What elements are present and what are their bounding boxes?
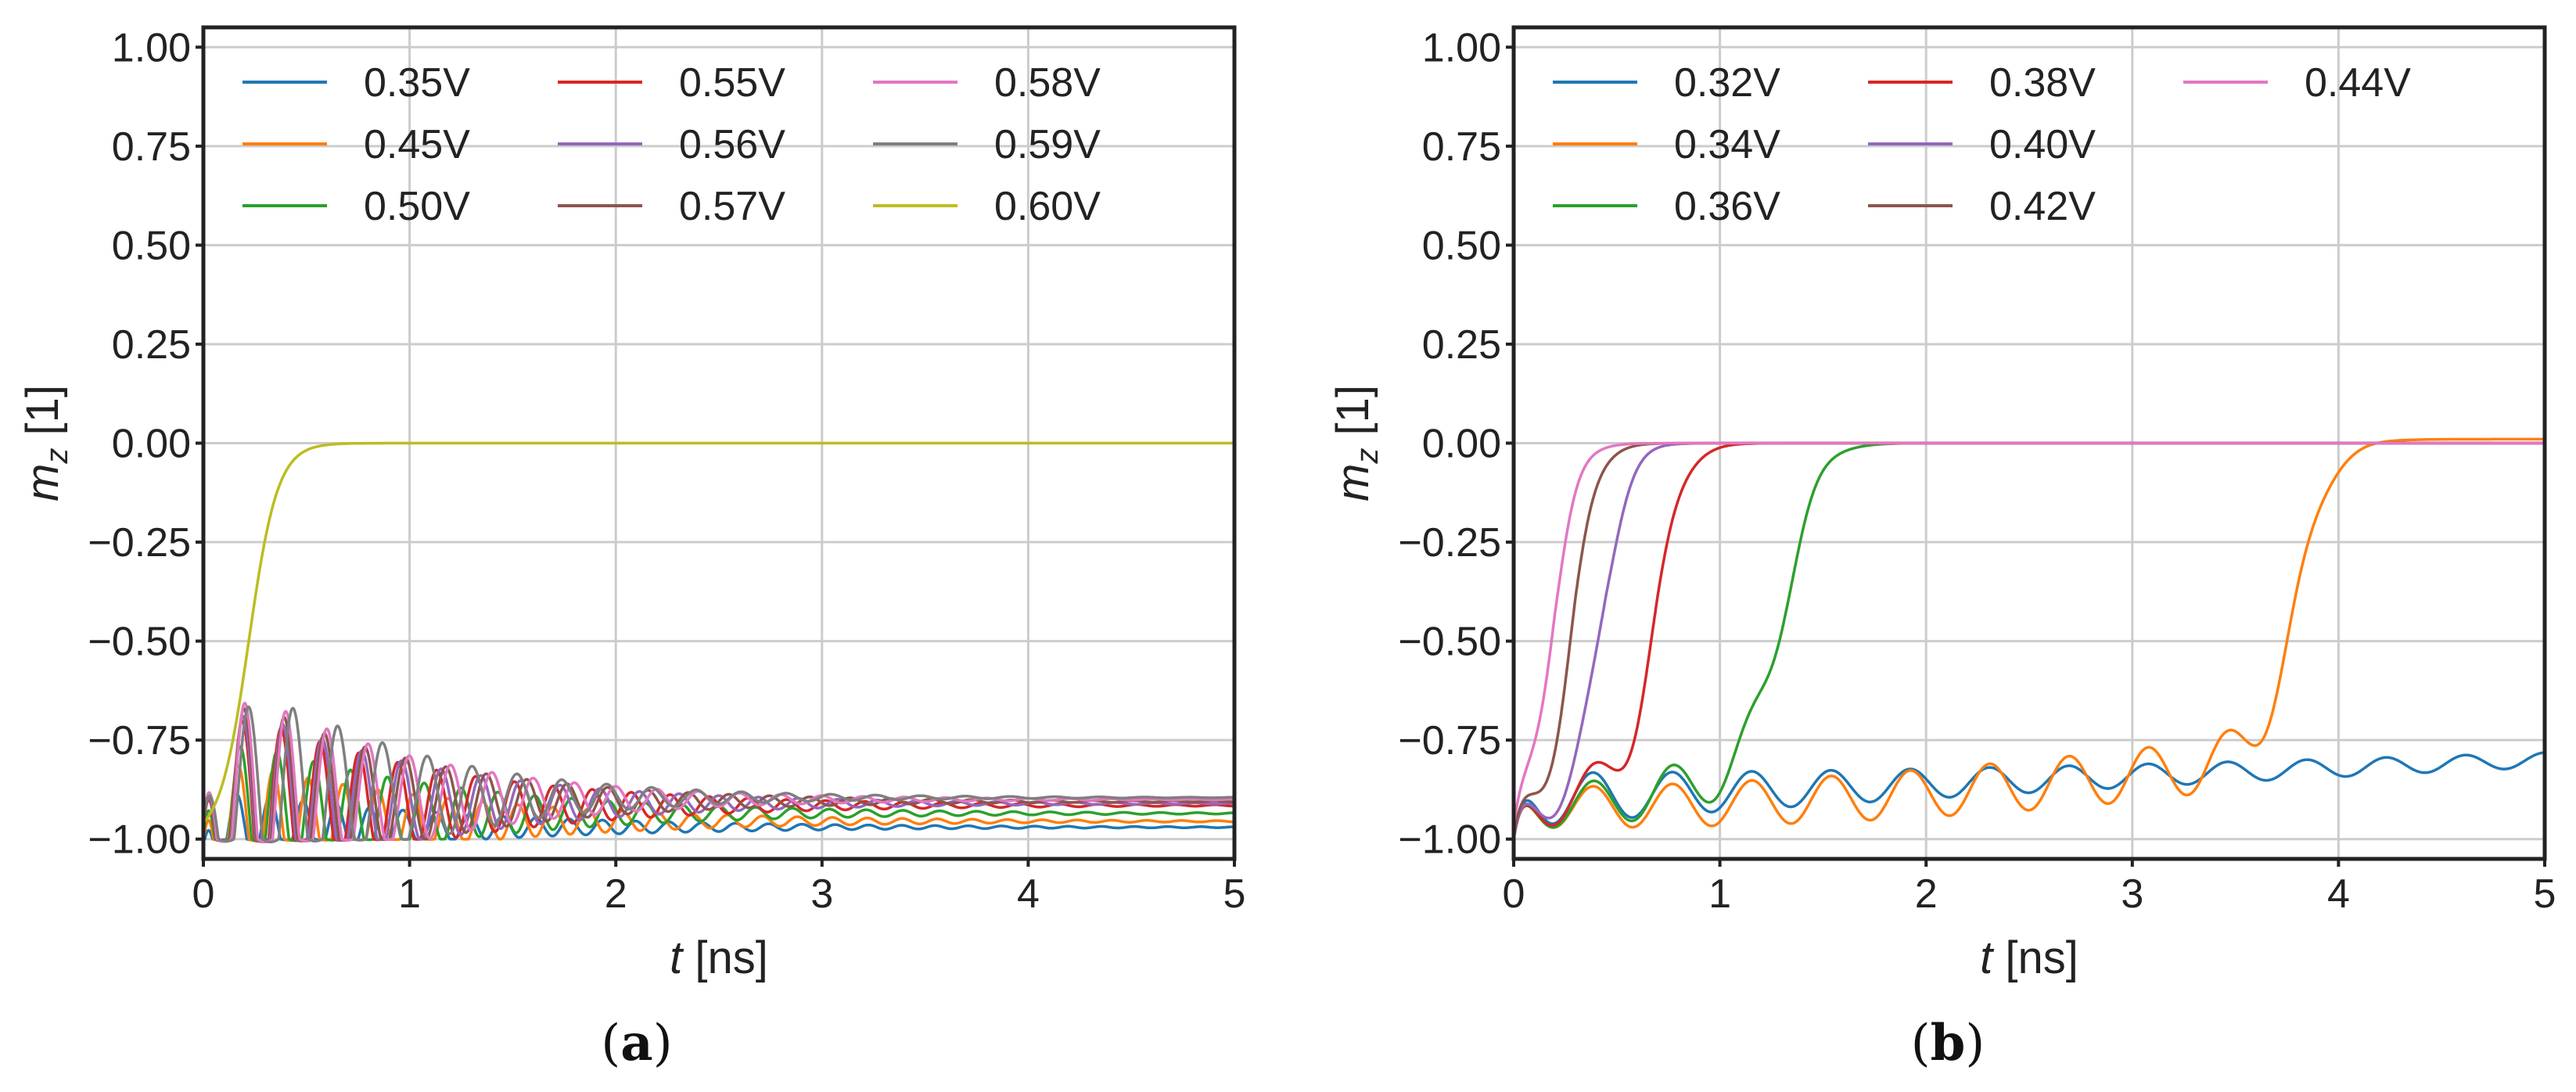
x-axis-variable: t: [1980, 932, 1995, 983]
y-tick-label: 0.25: [1422, 322, 1501, 368]
legend-label: 0.34V: [1674, 122, 1780, 167]
x-axis-title: t [ns]: [1980, 932, 2078, 983]
x-axis-unit: [ns]: [682, 932, 768, 983]
y-tick-label: −1.00: [88, 817, 191, 863]
y-axis-unit: [1]: [1328, 385, 1378, 448]
chart-panel-b: 0 1 2 3 4 5 1.00 0.75 0.50 0.25 0.00 −0.25 −0.50 −0.7…: [1328, 25, 2556, 1072]
x-tick-label: 1: [1708, 871, 1731, 917]
y-axis-variable: m: [1328, 464, 1378, 501]
y-tick-label: 1.00: [1422, 25, 1501, 70]
x-tick-label: 2: [1915, 871, 1938, 917]
x-tick-label: 2: [605, 871, 627, 917]
y-tick-label: 0.25: [112, 322, 191, 368]
legend-label: 0.40V: [1989, 122, 2096, 167]
legend-label: 0.59V: [994, 122, 1101, 167]
legend-label: 0.36V: [1674, 184, 1780, 229]
series-line-0-44V: [1514, 441, 2545, 826]
series-group: [1514, 437, 2545, 839]
panel-label: (b): [1911, 1014, 1985, 1072]
series-line-0-60V: [203, 441, 1234, 824]
y-tick-label: −0.50: [1398, 620, 1501, 665]
x-tick-label: 1: [398, 871, 421, 917]
x-tick-label: 0: [1503, 871, 1525, 917]
chart-panel-a: 0 1 2 3 4 5 1.00 0.75 0.50 0.25 0.00 −0.25 −0.50 −0.7…: [17, 25, 1245, 1072]
y-tick-label: 0.00: [112, 422, 191, 467]
legend-label: 0.57V: [679, 184, 785, 229]
x-tick-label: 5: [2534, 871, 2556, 917]
y-axis-subscript: z: [1350, 448, 1385, 465]
y-tick-label: −1.00: [1398, 817, 1501, 863]
legend-label: 0.55V: [679, 60, 785, 106]
y-axis-unit: [1]: [17, 385, 68, 448]
y-tick-label: −0.50: [88, 620, 191, 665]
series-line-0-32V: [1514, 751, 2545, 839]
x-tick-label: 0: [192, 871, 215, 917]
y-tick-label: −0.25: [88, 520, 191, 566]
series-line-0-56V: [203, 715, 1234, 843]
x-tick-label: 4: [2327, 871, 2350, 917]
y-tick-label: 1.00: [112, 25, 191, 70]
series-line-0-59V: [203, 705, 1234, 844]
legend-label: 0.42V: [1989, 184, 2096, 229]
y-tick-label: −0.75: [1398, 718, 1501, 763]
panel-label: (a): [601, 1014, 672, 1072]
x-tick-label: 5: [1223, 871, 1246, 917]
legend-label: 0.60V: [994, 184, 1101, 229]
x-tick-label: 4: [1017, 871, 1040, 917]
legend-label: 0.38V: [1989, 60, 2096, 106]
legend-label: 0.50V: [364, 184, 470, 229]
y-axis-title: mz [1]: [17, 385, 74, 501]
y-axis-variable: m: [17, 464, 68, 501]
series-line-0-35V: [203, 792, 1234, 842]
x-axis-title: t [ns]: [670, 932, 768, 983]
y-axis-subscript: z: [40, 448, 74, 465]
y-tick-label: 0.50: [112, 223, 191, 268]
legend-label: 0.56V: [679, 122, 785, 167]
legend-label: 0.35V: [364, 60, 470, 106]
series-line-0-42V: [1514, 441, 2545, 837]
x-tick-label: 3: [810, 871, 833, 917]
x-axis-unit: [ns]: [1992, 932, 2078, 983]
y-tick-label: −0.75: [88, 718, 191, 763]
y-tick-label: −0.25: [1398, 520, 1501, 566]
x-axis-variable: t: [670, 932, 684, 983]
series-line-0-34V: [1514, 437, 2545, 839]
y-tick-label: 0.75: [112, 124, 191, 170]
y-axis-title: mz [1]: [1328, 385, 1385, 501]
legend-label: 0.45V: [364, 122, 470, 167]
x-tick-label: 3: [2121, 871, 2143, 917]
y-tick-label: 0.50: [1422, 223, 1501, 268]
legend-label: 0.32V: [1674, 60, 1780, 106]
series-line-0-57V: [203, 707, 1234, 843]
legend-label: 0.44V: [2305, 60, 2411, 106]
y-tick-label: 0.00: [1422, 422, 1501, 467]
legend-label: 0.58V: [994, 60, 1101, 106]
series-group: [203, 441, 1234, 844]
y-tick-label: 0.75: [1422, 124, 1501, 170]
